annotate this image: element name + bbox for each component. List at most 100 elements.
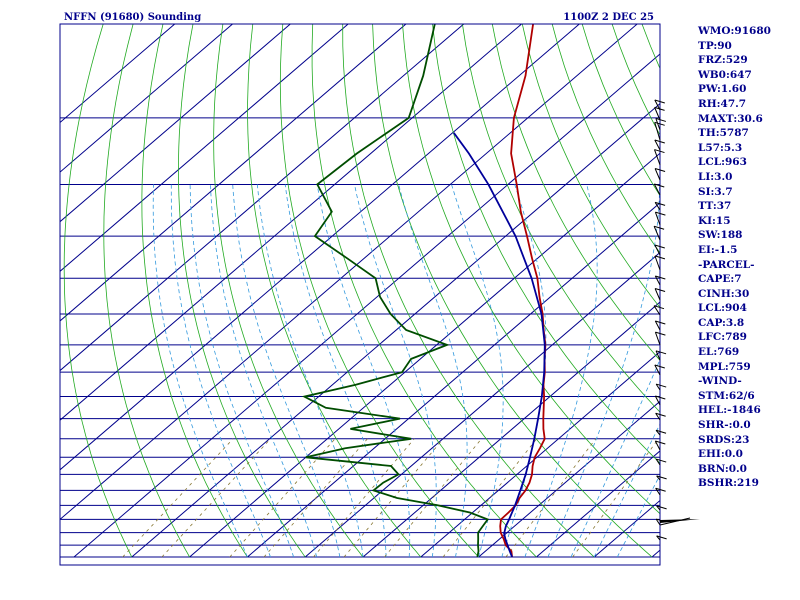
isotherm-line <box>60 24 465 372</box>
wind-barb-flag <box>654 255 666 260</box>
index-entry: MPL:759 <box>698 360 751 373</box>
wind-barb-flag <box>655 211 666 216</box>
dry-adiabat <box>521 24 660 309</box>
dry-adiabat <box>342 24 595 558</box>
index-entry: SW:188 <box>698 229 743 242</box>
dry-adiabat <box>432 24 660 464</box>
wind-barb-pennant <box>660 519 700 523</box>
wind-barb <box>654 107 661 121</box>
wind-barb <box>654 255 661 271</box>
wind-barb-flag <box>655 350 667 355</box>
moist-adiabat <box>210 184 318 558</box>
wind-barb <box>655 487 661 496</box>
dry-adiabat <box>177 24 306 558</box>
index-entry: EHI:0.0 <box>698 448 743 461</box>
isotherm-line <box>189 152 660 558</box>
isotherm-line <box>60 24 176 124</box>
index-entry: KI:15 <box>698 214 731 227</box>
moist-adiabat <box>354 184 437 558</box>
index-entry: TH:5787 <box>698 127 749 140</box>
moist-adiabat <box>616 474 660 558</box>
index-entry: WB0:647 <box>698 68 752 81</box>
wind-barb <box>654 202 661 211</box>
wind-barb-flag <box>654 244 665 249</box>
wind-barb <box>654 440 661 451</box>
wind-barb-flag <box>654 106 665 111</box>
wind-barb-flag <box>653 305 665 310</box>
index-entry: RH:47.7 <box>698 97 747 110</box>
moist-adiabat <box>170 184 271 558</box>
moist-adiabat <box>570 358 660 558</box>
isotherm-line <box>60 24 580 471</box>
mixing-ratio-line <box>343 438 444 558</box>
moist-adiabat <box>593 423 660 558</box>
wind-barb-flag <box>655 412 666 417</box>
wind-barb <box>653 305 661 316</box>
dry-adiabat <box>462 24 660 413</box>
isotherm-line <box>362 301 660 558</box>
mixing-ratio-line <box>313 438 415 558</box>
wind-barb <box>654 244 661 256</box>
wind-barb <box>654 331 661 346</box>
dry-adiabat <box>63 24 133 558</box>
dry-adiabat <box>279 24 479 558</box>
wind-barb-flag <box>656 383 667 388</box>
station-title: NFFN (91680) Sounding <box>64 12 201 23</box>
index-entry: SRDS:23 <box>698 433 750 446</box>
index-entry: STM:62/6 <box>698 389 755 402</box>
wind-barb <box>655 518 661 526</box>
wind-barb-flag <box>656 475 667 480</box>
index-entry: CAP:3.8 <box>698 316 745 329</box>
moist-adiabat <box>451 184 504 558</box>
index-entry: LCL:963 <box>698 156 747 169</box>
moist-adiabat <box>316 184 411 558</box>
mixing-ratio-line <box>263 438 368 558</box>
dewpoint-profile <box>301 24 490 558</box>
wind-barb <box>654 122 661 141</box>
index-entry: TT:37 <box>698 200 732 213</box>
wind-barb <box>654 139 661 151</box>
wind-barb-flag <box>654 288 666 293</box>
index-entry: EL:769 <box>698 346 740 359</box>
wind-barb-flag <box>654 99 665 104</box>
plot-frame <box>59 23 661 566</box>
wind-barb <box>654 320 661 331</box>
index-entry: CAPE:7 <box>698 273 742 286</box>
wind-barb <box>655 458 661 466</box>
index-entry: EI:-1.5 <box>698 243 738 256</box>
dry-adiabat <box>491 24 660 361</box>
index-entry: BRN:0.0 <box>698 462 747 475</box>
mixing-ratio-line <box>161 438 271 558</box>
wind-barb-flag <box>654 183 665 188</box>
index-entry: -PARCEL- <box>698 258 755 271</box>
wind-barb <box>654 211 661 226</box>
wind-barb <box>655 429 661 436</box>
wind-barb-flag <box>654 168 666 173</box>
wind-barb <box>655 350 661 361</box>
moist-adiabat <box>501 184 547 558</box>
wind-barb-flag <box>655 117 667 122</box>
stability-indices-panel: WMO:91680 TP:90 FRZ:529 WB0:647 PW:1.60 RH:47… <box>698 24 798 491</box>
dry-adiabat <box>141 24 248 558</box>
temperature-profile <box>499 24 547 558</box>
moist-adiabat <box>284 184 387 558</box>
moist-adiabat <box>189 184 294 558</box>
mixing-ratio-line <box>384 438 482 558</box>
wind-barb <box>654 364 661 376</box>
index-entry: BSHR:219 <box>698 477 759 490</box>
mixing-ratio-line <box>229 438 336 558</box>
isotherm-line <box>131 102 660 558</box>
isotherm-line <box>304 251 660 558</box>
wind-barb-flag <box>655 429 667 434</box>
isotherm-line <box>60 24 638 521</box>
index-entry: L57:5.3 <box>698 141 743 154</box>
isotherm-line <box>73 53 660 558</box>
moist-adiabat <box>256 184 364 558</box>
dry-adiabat <box>551 24 660 254</box>
index-entry: LFC:789 <box>698 331 747 344</box>
wind-barb <box>655 118 661 131</box>
parcel-profile <box>453 132 546 558</box>
dry-adiabat <box>311 24 537 558</box>
moist-adiabat <box>524 184 598 558</box>
